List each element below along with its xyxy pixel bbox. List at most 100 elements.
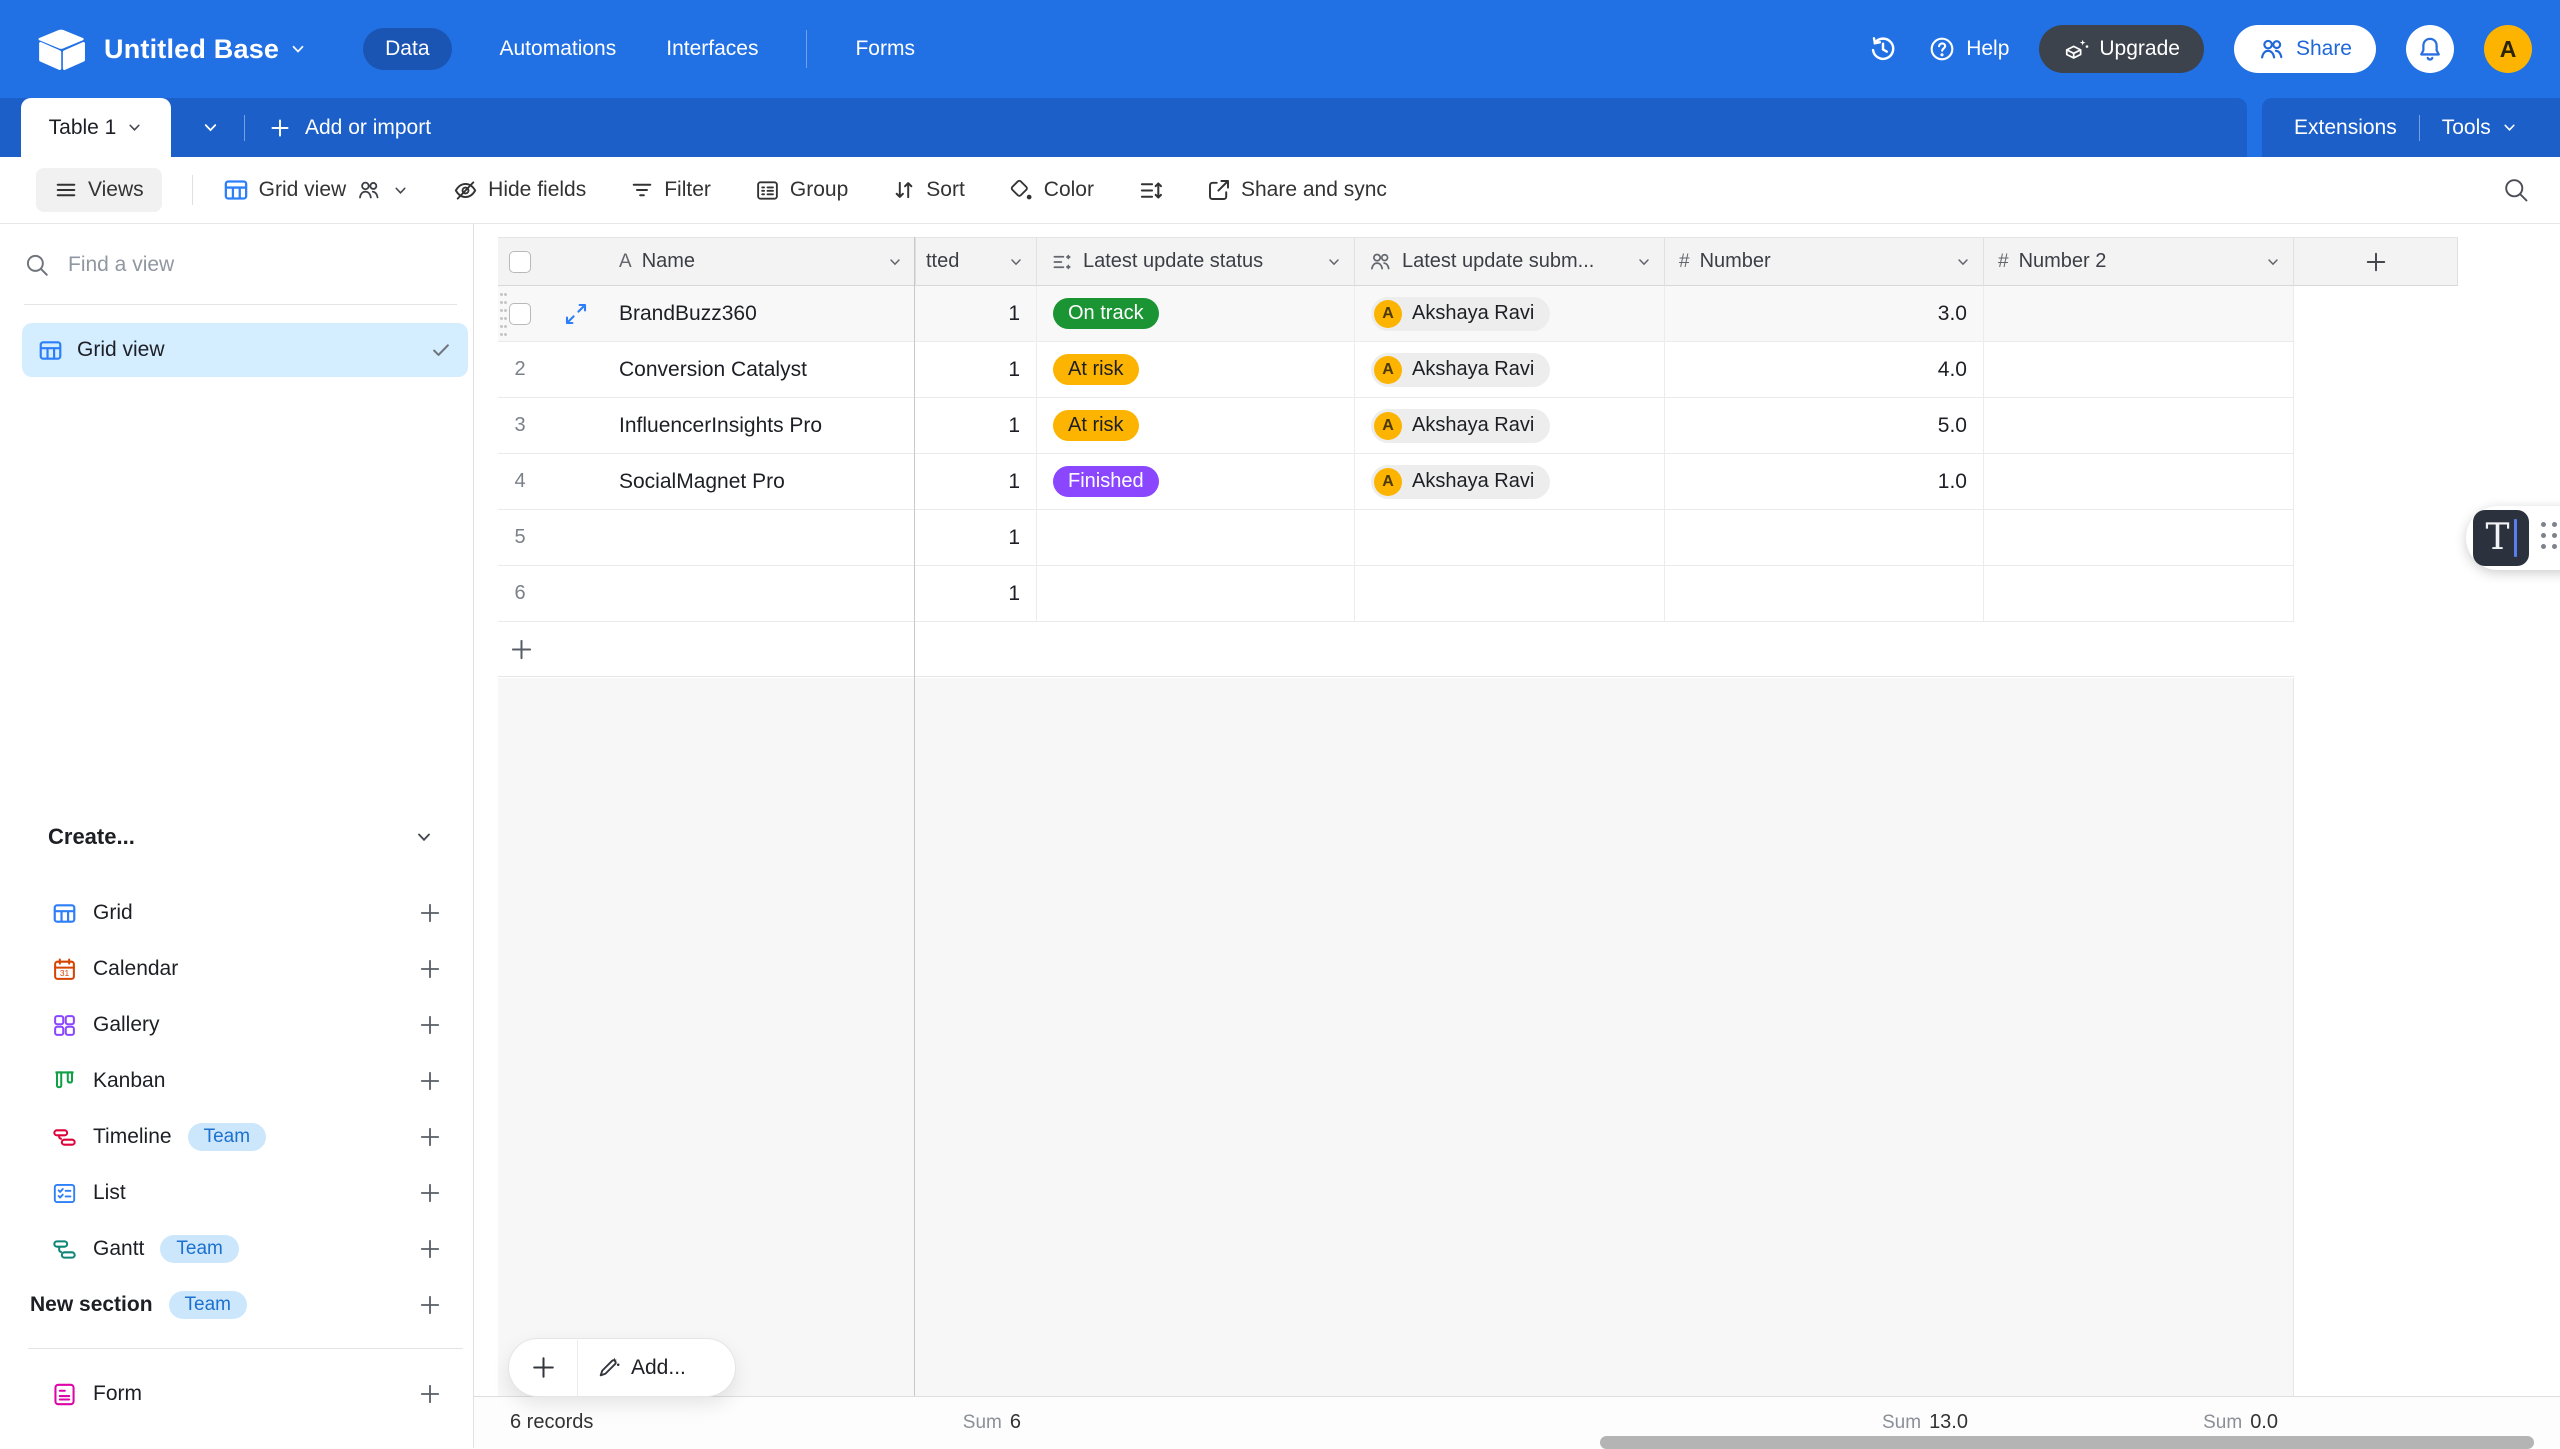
column-chevron-icon[interactable] (1008, 254, 1024, 270)
tab-automations[interactable]: Automations (498, 27, 619, 71)
cell-submitted-by[interactable] (1355, 566, 1665, 621)
table-row[interactable]: 2 Conversion Catalyst 1 At risk A Akshay… (498, 342, 2294, 398)
status-badge[interactable]: At risk (1053, 410, 1139, 441)
share-button[interactable]: Share (2234, 25, 2376, 73)
cell-status[interactable] (1037, 566, 1355, 621)
add-row[interactable] (498, 622, 2294, 677)
sidebar-item-list[interactable]: List (0, 1165, 474, 1221)
add-list-view-button[interactable] (418, 1181, 442, 1205)
add-form-view-button[interactable] (418, 1382, 442, 1406)
add-kanban-view-button[interactable] (418, 1069, 442, 1093)
color-button[interactable]: Color (1009, 178, 1094, 203)
summary-tted[interactable]: Sum 6 (915, 1411, 1021, 1434)
column-header-name[interactable]: A Name (619, 237, 915, 286)
notifications-button[interactable] (2406, 25, 2454, 73)
sidebar-item-grid-view[interactable]: Grid view (22, 323, 468, 377)
cell-name[interactable]: InfluencerInsights Pro (619, 398, 915, 453)
sidebar-item-calendar[interactable]: 31 Calendar (0, 941, 474, 997)
text-tool-button[interactable]: T (2473, 510, 2529, 566)
cell-name[interactable] (619, 566, 915, 621)
cell-number-2[interactable] (1984, 510, 2294, 565)
cell-status[interactable]: At risk (1037, 398, 1355, 453)
collaborator-chip[interactable]: A Akshaya Ravi (1371, 297, 1550, 331)
sidebar-item-new-section[interactable]: New section Team (0, 1277, 474, 1333)
cell-submitted-by[interactable]: A Akshaya Ravi (1355, 398, 1665, 453)
history-icon[interactable] (1868, 34, 1898, 64)
base-title-chevron-icon[interactable] (289, 40, 307, 58)
upgrade-button[interactable]: Upgrade (2039, 25, 2204, 73)
expand-record-icon[interactable] (564, 302, 588, 326)
hide-fields-button[interactable]: Hide fields (453, 178, 586, 203)
cell-tted[interactable]: 1 (915, 286, 1037, 341)
column-chevron-icon[interactable] (1955, 254, 1971, 270)
tools-button[interactable]: Tools (2442, 116, 2491, 140)
add-timeline-view-button[interactable] (418, 1125, 442, 1149)
cell-name[interactable]: BrandBuzz360 (619, 286, 915, 341)
cell-status[interactable]: Finished (1037, 454, 1355, 509)
cell-number[interactable] (1665, 566, 1984, 621)
sidebar-item-form[interactable]: Form (0, 1366, 474, 1422)
sidebar-item-gantt[interactable]: Gantt Team (0, 1221, 474, 1277)
cell-name[interactable] (619, 510, 915, 565)
cell-number[interactable]: 4.0 (1665, 342, 1984, 397)
column-header-tted[interactable]: tted (915, 237, 1037, 286)
column-header-latest-update-submitted-by[interactable]: Latest update subm... (1355, 237, 1665, 286)
drag-handle[interactable] (500, 293, 508, 341)
add-grid-view-button[interactable] (418, 901, 442, 925)
summary-number-2[interactable]: Sum 0.0 (1984, 1411, 2278, 1434)
cell-submitted-by[interactable]: A Akshaya Ravi (1355, 454, 1665, 509)
column-chevron-icon[interactable] (1636, 254, 1652, 270)
cell-number[interactable]: 3.0 (1665, 286, 1984, 341)
table-row[interactable]: 4 SocialMagnet Pro 1 Finished A Akshaya … (498, 454, 2294, 510)
help-button[interactable]: Help (1928, 35, 2009, 63)
widget-drag-handle[interactable] (2541, 522, 2557, 555)
add-calendar-view-button[interactable] (418, 957, 442, 981)
create-section-header[interactable]: Create... (48, 824, 448, 850)
sidebar-item-kanban[interactable]: Kanban (0, 1053, 474, 1109)
status-badge[interactable]: On track (1053, 298, 1159, 329)
table-tab-table1[interactable]: Table 1 (21, 98, 171, 157)
cell-status[interactable]: On track (1037, 286, 1355, 341)
all-tables-chevron-icon[interactable] (201, 118, 220, 137)
add-or-import-button[interactable]: Add or import (269, 116, 431, 140)
table-row[interactable]: 6 1 (498, 566, 2294, 622)
find-view-input[interactable] (68, 253, 388, 277)
base-title[interactable]: Untitled Base (104, 34, 279, 65)
cell-tted[interactable]: 1 (915, 454, 1037, 509)
tab-forms[interactable]: Forms (853, 27, 917, 71)
cell-tted[interactable]: 1 (915, 566, 1037, 621)
table-row[interactable]: BrandBuzz360 1 On track A Akshaya Ravi 3… (498, 286, 2294, 342)
status-badge[interactable]: At risk (1053, 354, 1139, 385)
share-and-sync-button[interactable]: Share and sync (1207, 178, 1387, 202)
add-field-button[interactable] (2294, 237, 2458, 286)
column-header-number-2[interactable]: # Number 2 (1984, 237, 2294, 286)
cell-tted[interactable]: 1 (915, 342, 1037, 397)
sort-button[interactable]: Sort (892, 178, 965, 202)
airtable-logo-icon[interactable] (36, 28, 86, 70)
cell-submitted-by[interactable] (1355, 510, 1665, 565)
grid-view-button[interactable]: Grid view (223, 177, 410, 203)
row-height-button[interactable] (1138, 178, 1163, 203)
cell-name[interactable]: Conversion Catalyst (619, 342, 915, 397)
cell-tted[interactable]: 1 (915, 398, 1037, 453)
add-record-button[interactable] (509, 1354, 577, 1381)
cell-tted[interactable]: 1 (915, 510, 1037, 565)
collaborator-chip[interactable]: A Akshaya Ravi (1371, 465, 1550, 499)
table-row[interactable]: 3 InfluencerInsights Pro 1 At risk A Aks… (498, 398, 2294, 454)
cell-name[interactable]: SocialMagnet Pro (619, 454, 915, 509)
column-header-number[interactable]: # Number (1665, 237, 1984, 286)
row-checkbox[interactable] (509, 303, 531, 325)
cell-number[interactable] (1665, 510, 1984, 565)
sidebar-item-grid[interactable]: Grid (0, 885, 474, 941)
cell-number-2[interactable] (1984, 286, 2294, 341)
cell-submitted-by[interactable]: A Akshaya Ravi (1355, 286, 1665, 341)
frozen-column-divider[interactable] (914, 237, 915, 1396)
column-chevron-icon[interactable] (887, 254, 903, 270)
summary-number[interactable]: Sum 13.0 (1665, 1411, 1968, 1434)
views-button[interactable]: Views (36, 168, 162, 212)
status-badge[interactable]: Finished (1053, 466, 1159, 497)
sidebar-item-gallery[interactable]: Gallery (0, 997, 474, 1053)
cell-number-2[interactable] (1984, 342, 2294, 397)
add-with-ai-button[interactable]: Add... (578, 1355, 686, 1380)
cell-status[interactable]: At risk (1037, 342, 1355, 397)
